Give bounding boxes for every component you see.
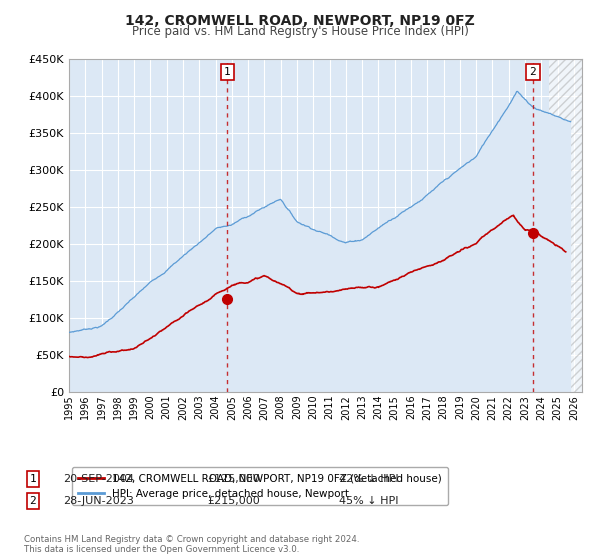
Text: 1: 1 [29, 474, 37, 484]
Text: £125,000: £125,000 [207, 474, 260, 484]
Text: 2: 2 [29, 496, 37, 506]
Text: 42% ↓ HPI: 42% ↓ HPI [339, 474, 398, 484]
Text: Price paid vs. HM Land Registry's House Price Index (HPI): Price paid vs. HM Land Registry's House … [131, 25, 469, 38]
Text: 2: 2 [530, 67, 536, 77]
Text: 1: 1 [224, 67, 230, 77]
Text: 142, CROMWELL ROAD, NEWPORT, NP19 0FZ: 142, CROMWELL ROAD, NEWPORT, NP19 0FZ [125, 14, 475, 28]
Text: Contains HM Land Registry data © Crown copyright and database right 2024.
This d: Contains HM Land Registry data © Crown c… [24, 535, 359, 554]
Text: 45% ↓ HPI: 45% ↓ HPI [339, 496, 398, 506]
Legend: 142, CROMWELL ROAD, NEWPORT, NP19 0FZ (detached house), HPI: Average price, deta: 142, CROMWELL ROAD, NEWPORT, NP19 0FZ (d… [71, 467, 448, 505]
Text: 28-JUN-2023: 28-JUN-2023 [63, 496, 134, 506]
Text: 20-SEP-2004: 20-SEP-2004 [63, 474, 134, 484]
Text: £215,000: £215,000 [207, 496, 260, 506]
